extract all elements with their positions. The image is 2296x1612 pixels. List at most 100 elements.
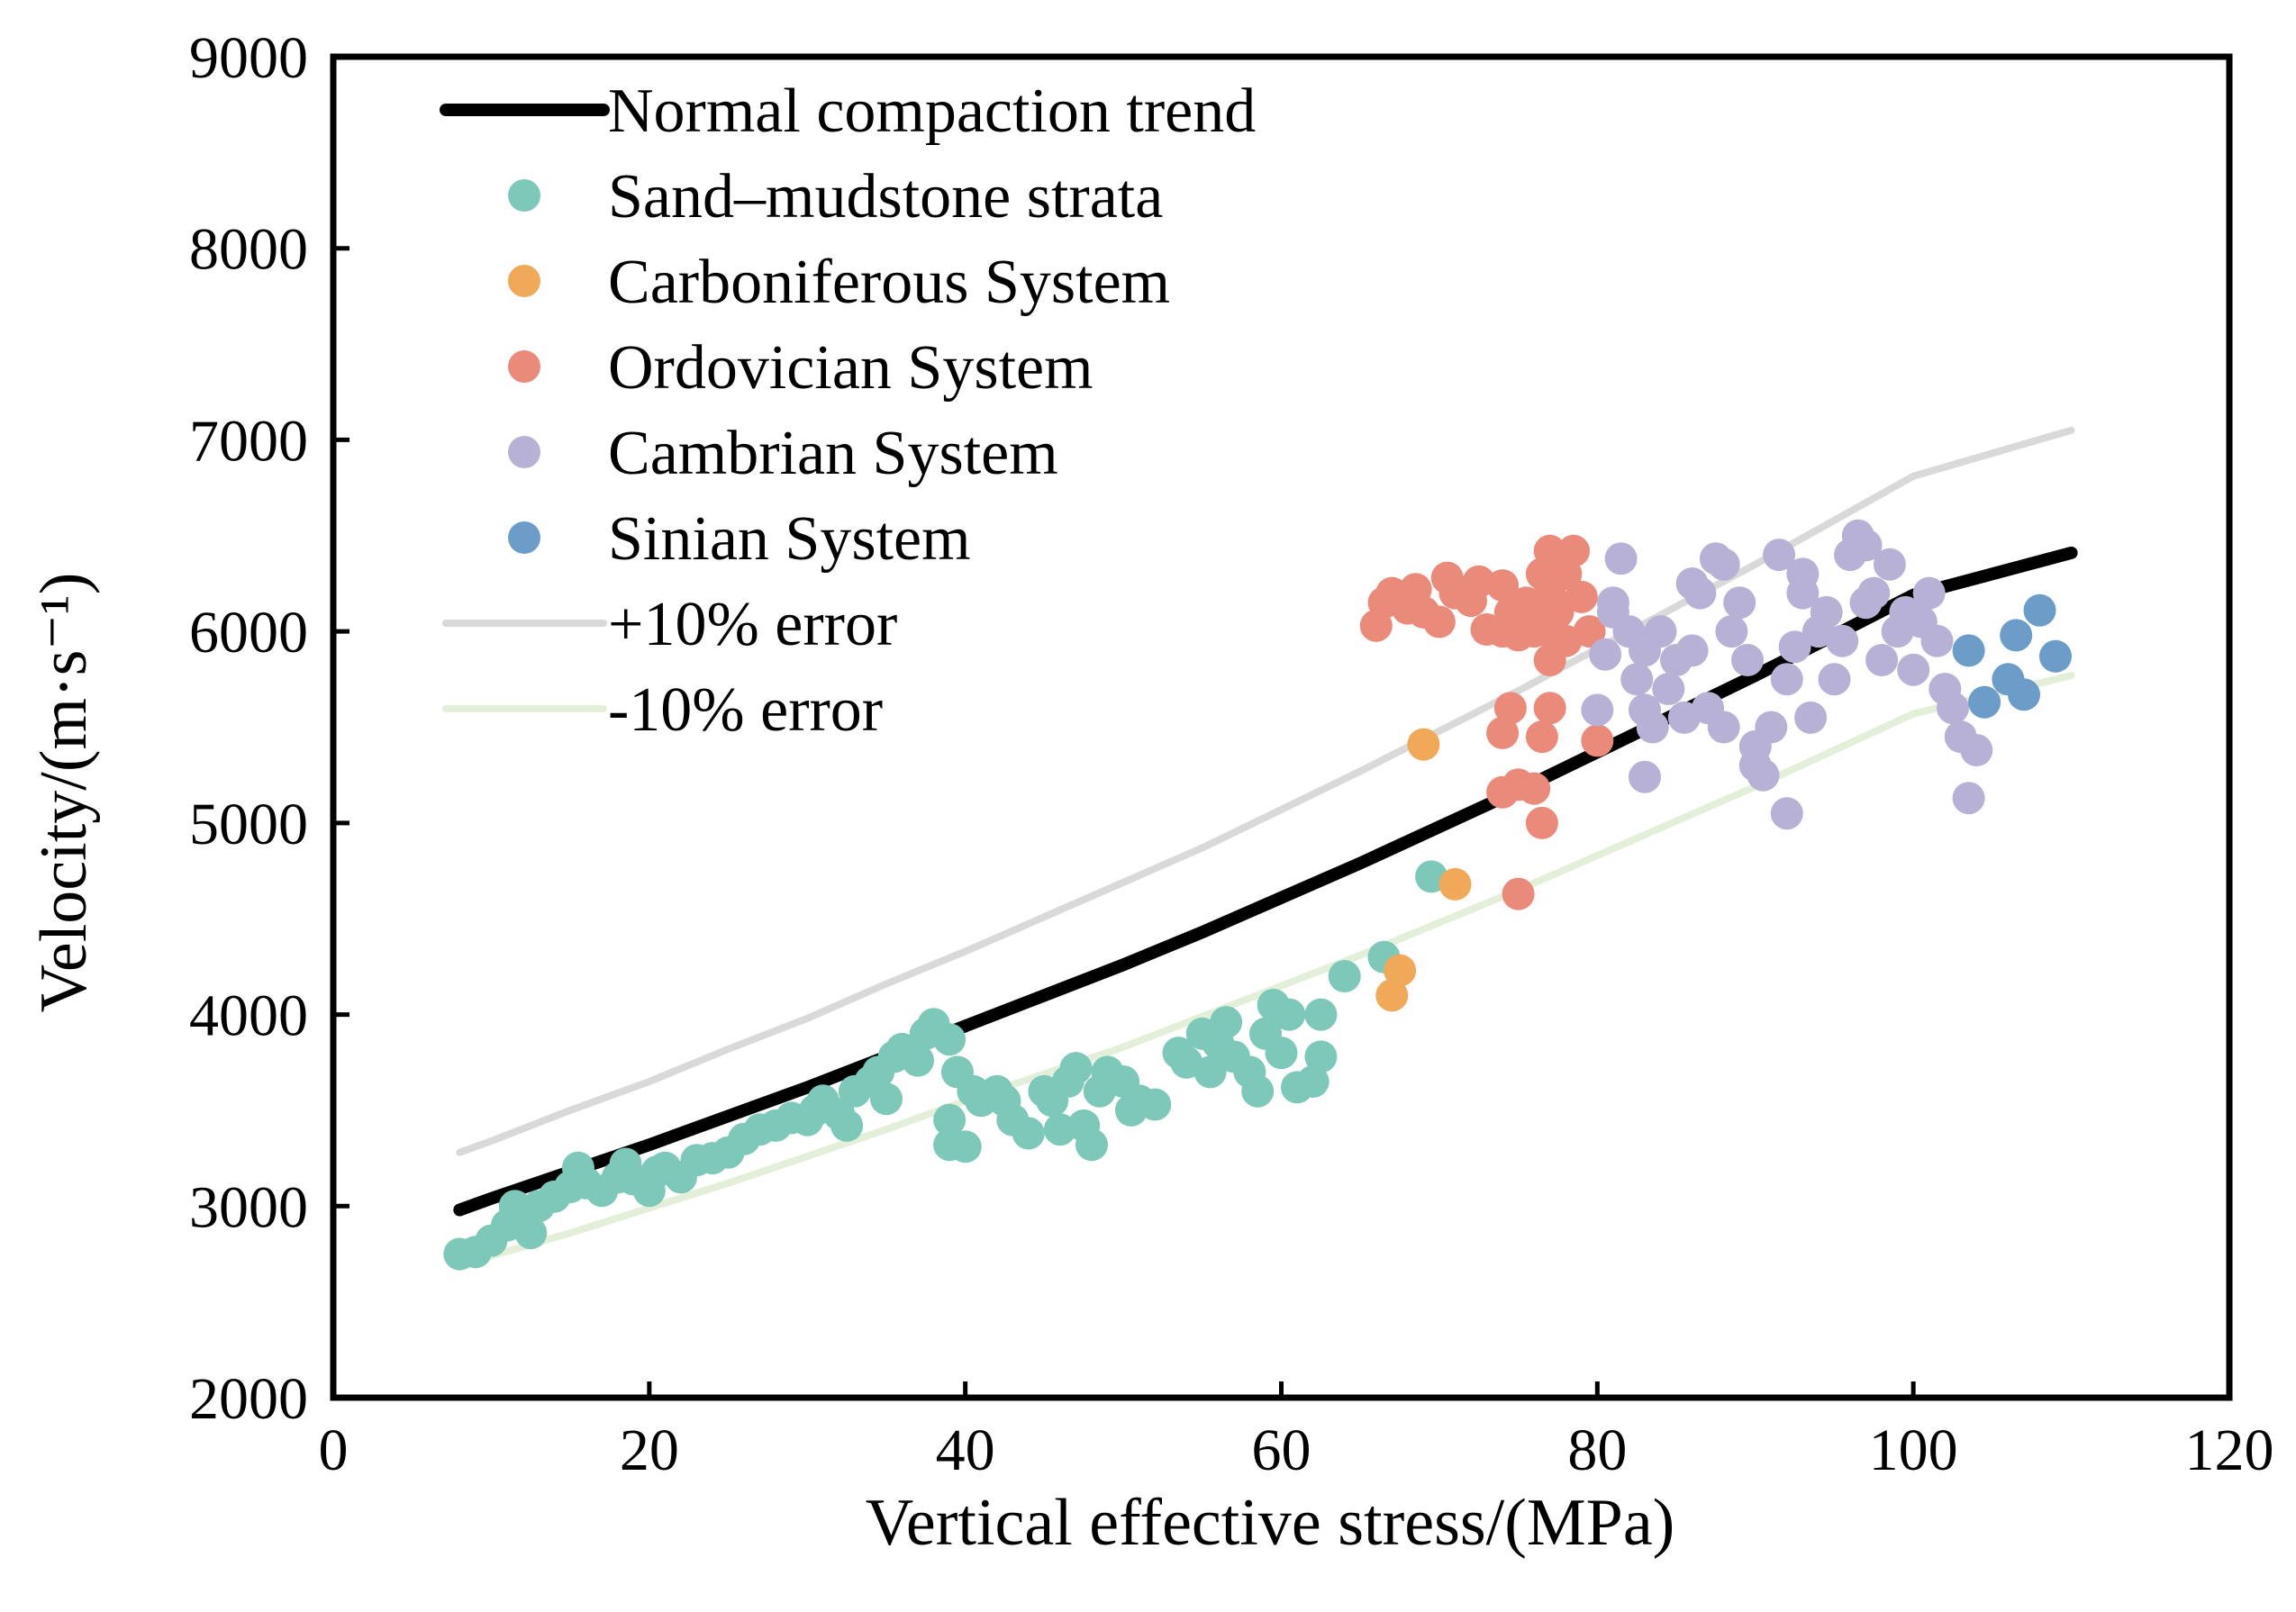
cambrian-system-point [1581, 693, 1614, 727]
scatter-points [443, 519, 2072, 1271]
cambrian-system-point [1849, 529, 1883, 562]
ordovician-system-point [1525, 806, 1558, 839]
y-tick-label: 7000 [189, 408, 308, 474]
sand-mudstone-strata-point [870, 1082, 903, 1116]
legend-label-sand-mudstone-strata: Sand–mudstone strata [608, 162, 1163, 231]
cambrian-system-point [1810, 595, 1843, 629]
cambrian-system-point [1636, 711, 1669, 744]
carboniferous-system-point [1438, 867, 1472, 901]
sand-mudstone-strata-point [1193, 1055, 1227, 1089]
sand-mudstone-strata-point [1304, 998, 1338, 1031]
x-tick-label: 60 [1252, 1417, 1311, 1483]
sinian-system-point [1968, 685, 2001, 719]
ordovician-system-point [1502, 877, 1535, 910]
axes: 0 20 40 60 80 100 120 2000 3000 4000 5000 6000 7000 8… [189, 25, 2274, 1483]
ordovician-system-point [1581, 724, 1614, 757]
cambrian-system-point [1644, 615, 1677, 648]
ordovician-system-point [1493, 692, 1527, 725]
cambrian-system-point [1620, 663, 1654, 696]
ordovician-system-point [1525, 720, 1558, 754]
sand-mudstone-strata-point [1139, 1088, 1172, 1121]
legend-swatch-carboniferous-system [508, 265, 540, 297]
sinian-system-point [2008, 678, 2040, 711]
ordovician-system-point [1422, 605, 1456, 638]
cambrian-system-point [1589, 638, 1622, 671]
cambrian-system-point [1683, 576, 1717, 610]
cambrian-system-point [1857, 576, 1891, 610]
x-tick-label: 0 [319, 1417, 349, 1483]
cambrian-system-point [1629, 760, 1661, 793]
legend-label-sinian-system: Sinian System [608, 504, 971, 574]
x-tick-label: 40 [936, 1417, 995, 1483]
y-tick-label: 9000 [189, 25, 308, 91]
cambrian-system-point [1763, 539, 1796, 572]
legend-swatch-sand-mudstone-strata [508, 179, 540, 212]
ordovician-system-point [1533, 692, 1566, 725]
y-tick-label: 3000 [189, 1174, 308, 1240]
ordovician-system-point [1541, 595, 1575, 629]
cambrian-system-point [1604, 542, 1638, 575]
cambrian-system-point [1952, 782, 1985, 815]
x-tick-label: 20 [620, 1417, 679, 1483]
ordovician-system-point [1518, 772, 1551, 805]
legend-label-normal-compaction-trend: Normal compaction trend [608, 77, 1256, 146]
cambrian-system-point [1920, 624, 1954, 657]
sand-mudstone-strata-point [933, 1023, 966, 1056]
sinian-system-point [2039, 639, 2072, 673]
legend-label-10-error: +10% error [608, 590, 897, 659]
sand-mudstone-strata-point [1273, 998, 1306, 1031]
sand-mudstone-strata-point [1328, 960, 1361, 992]
cambrian-system-point [1652, 673, 1685, 705]
sinian-system-point [2023, 593, 2056, 627]
sand-mudstone-strata-point [902, 1044, 934, 1077]
cambrian-system-point [1755, 711, 1788, 744]
cambrian-system-point [1770, 797, 1803, 830]
y-axis-title: Velocity/(m·s⁻¹) [27, 573, 101, 1013]
cambrian-system-point [1770, 663, 1803, 696]
ordovician-system-point [1557, 534, 1590, 567]
cambrian-system-point [1715, 615, 1748, 648]
sand-mudstone-strata-point [933, 1103, 966, 1137]
sand-mudstone-strata-point [1265, 1037, 1298, 1070]
carboniferous-system-point [1384, 954, 1417, 987]
sand-mudstone-strata-point [1241, 1074, 1275, 1108]
cambrian-system-point [1786, 576, 1820, 610]
cambrian-system-point [1707, 548, 1740, 581]
sand-mudstone-strata-point [1304, 1040, 1338, 1073]
cambrian-system-point [1818, 663, 1851, 696]
legend-swatch-cambrian-system [508, 436, 540, 468]
ordovician-system-point [1565, 580, 1598, 613]
plus-10-error-line [456, 426, 2075, 1156]
legend-label-10-error: -10% error [608, 675, 883, 745]
cambrian-system-point [1723, 586, 1756, 620]
cambrian-system-point [1731, 644, 1764, 676]
y-tick-label: 5000 [189, 792, 308, 857]
cambrian-system-point [1596, 586, 1629, 620]
sand-mudstone-strata-point [1296, 1065, 1330, 1098]
legend-label-carboniferous-system: Carboniferous System [608, 248, 1170, 317]
sand-mudstone-strata-point [1210, 1006, 1243, 1039]
sinian-system-point [2000, 619, 2033, 652]
x-axis-title: Vertical effective stress/(MPa) [866, 1486, 1675, 1560]
cambrian-system-point [1707, 711, 1740, 744]
cambrian-system-point [1873, 548, 1906, 581]
sand-mudstone-strata-point [1075, 1128, 1108, 1162]
legend-label-cambrian-system: Cambrian System [608, 419, 1058, 488]
sand-mudstone-strata-point [1012, 1117, 1045, 1150]
cambrian-system-point [1912, 576, 1946, 610]
legend-label-ordovician-system: Ordovician System [608, 333, 1094, 403]
carboniferous-system-point [1375, 979, 1409, 1012]
cambrian-system-point [1865, 644, 1899, 676]
cambrian-system-point [1960, 734, 1993, 766]
y-tick-label: 6000 [189, 600, 308, 666]
sand-mudstone-strata-point [1059, 1052, 1093, 1085]
ordovician-system-point [1486, 569, 1520, 602]
cambrian-system-point [1778, 630, 1811, 664]
cambrian-system-point [1747, 758, 1780, 792]
minus-10-error-line [456, 672, 2075, 1272]
cambrian-system-point [1794, 701, 1828, 734]
y-tick-label: 8000 [189, 217, 308, 283]
sand-mudstone-strata-point [948, 1130, 982, 1164]
sand-mudstone-strata-point [830, 1109, 864, 1142]
